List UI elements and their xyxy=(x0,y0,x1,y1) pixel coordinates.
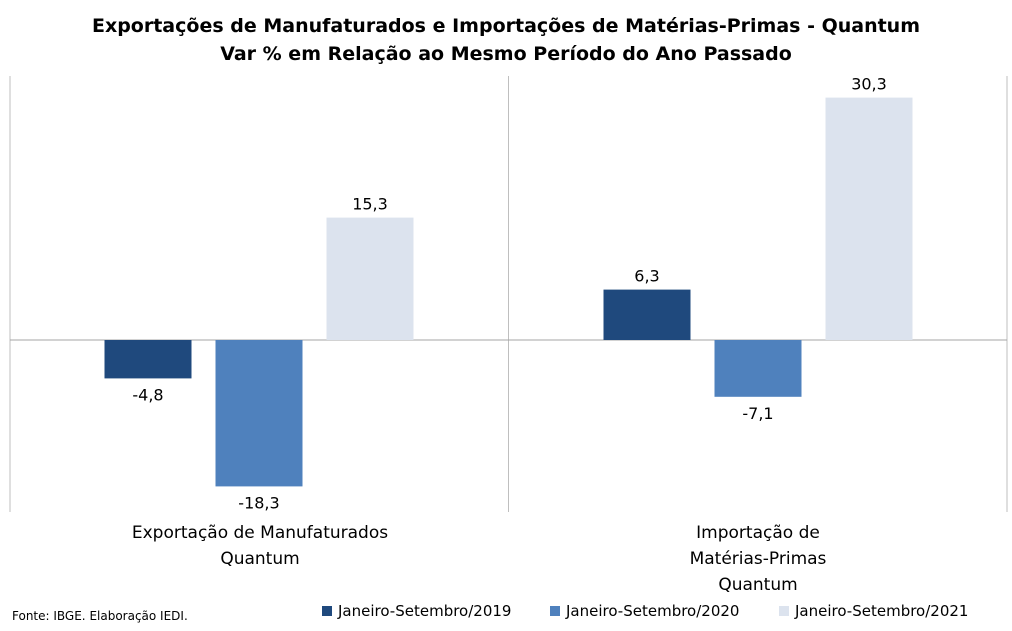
legend-swatch-2019 xyxy=(322,606,332,616)
bar-series1-cat1 xyxy=(714,340,802,397)
data-label-series0-cat0: -4,8 xyxy=(132,385,163,404)
chart-title-line-1: Exportações de Manufaturados e Importaçõ… xyxy=(91,15,921,37)
bar-series1-cat0 xyxy=(215,340,303,487)
legend-swatch-2021 xyxy=(779,606,789,616)
legend-item-2021: Janeiro-Setembro/2021 xyxy=(779,600,968,622)
data-label-series1-cat0: -18,3 xyxy=(238,493,279,512)
legend-swatch-2020 xyxy=(550,606,560,616)
category-label-exports: Exportação de Manufaturados Quantum xyxy=(131,523,389,569)
legend-label-2019: Janeiro-Setembro/2019 xyxy=(338,602,512,620)
legend-label-2020: Janeiro-Setembro/2020 xyxy=(566,602,740,620)
source-note: Fonte: IBGE. Elaboração IEDI. xyxy=(12,609,188,623)
chart-title-line-2: Var % em Relação ao Mesmo Período do Ano… xyxy=(220,43,792,65)
category-label-imports: Importação de Matérias-Primas Quantum xyxy=(689,523,827,595)
data-label-series1-cat1: -7,1 xyxy=(742,404,773,423)
data-label-series2-cat0: 15,3 xyxy=(352,195,388,214)
legend-label-2021: Janeiro-Setembro/2021 xyxy=(795,602,969,620)
bar-series0-cat0 xyxy=(104,340,192,379)
bar-series2-cat1 xyxy=(825,97,913,340)
data-label-series2-cat1: 30,3 xyxy=(851,75,887,94)
bar-series2-cat0 xyxy=(326,217,414,340)
legend-item-2020: Janeiro-Setembro/2020 xyxy=(550,600,739,622)
data-label-series0-cat1: 6,3 xyxy=(634,267,659,286)
legend-item-2019: Janeiro-Setembro/2019 xyxy=(322,600,511,622)
bar-series0-cat1 xyxy=(603,289,691,340)
chart-title: Exportações de Manufaturados e Importaçõ… xyxy=(0,12,1012,68)
